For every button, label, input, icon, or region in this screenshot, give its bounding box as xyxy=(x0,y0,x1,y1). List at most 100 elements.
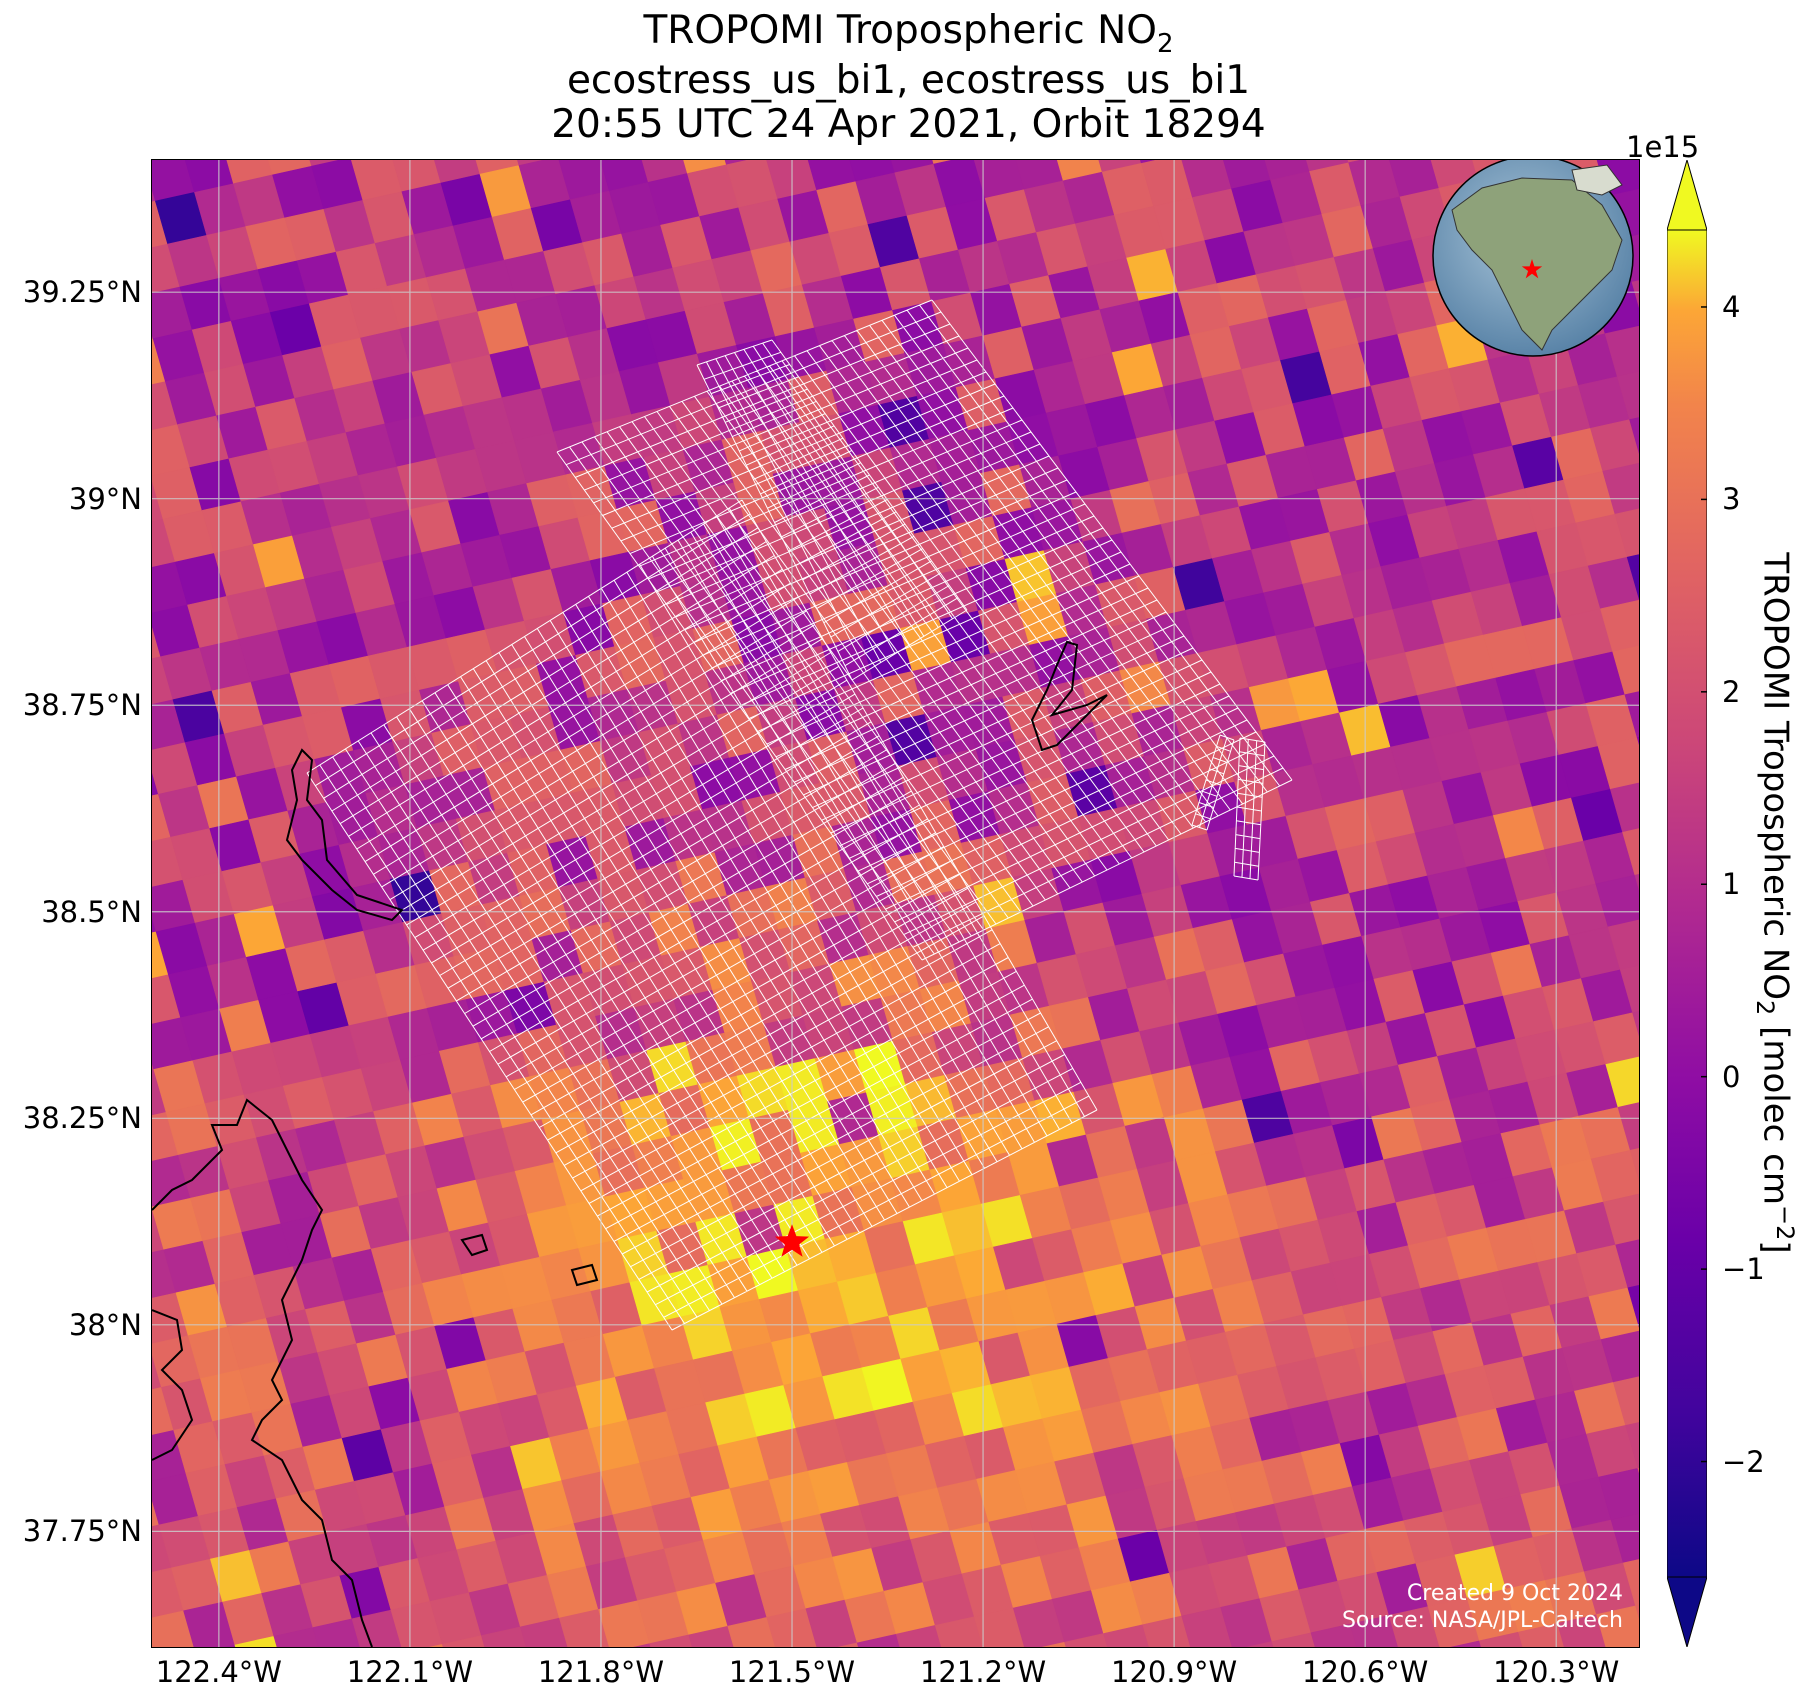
tropomi-pixel xyxy=(727,1617,776,1647)
colorbar-tick-label: 4 xyxy=(1722,289,1741,324)
longitude-tick-label: 120.3°W xyxy=(1493,1655,1620,1689)
site-marker xyxy=(774,1224,810,1257)
tropomi-pixel xyxy=(633,1643,651,1647)
tropomi-pixel xyxy=(973,1607,1025,1647)
tropomi-pixel xyxy=(559,1609,610,1647)
tropomi-pixel xyxy=(312,1618,361,1647)
graticule xyxy=(152,160,1639,1647)
tropomi-pixel xyxy=(1181,1606,1233,1647)
tropomi-pixel xyxy=(1629,1148,1639,1182)
longitude-tick-label: 122.4°W xyxy=(155,1655,282,1689)
coastline xyxy=(152,640,1108,1647)
tropomi-pixel xyxy=(1622,828,1639,876)
tropomi-pixel xyxy=(1349,1614,1399,1647)
tropomi-pixel xyxy=(934,1616,984,1647)
footprint-scene-1 xyxy=(306,499,1098,1331)
tropomi-pixel xyxy=(1593,1012,1639,1065)
tropomi-pixel xyxy=(1605,1056,1639,1108)
tropomi-pixel xyxy=(441,1635,485,1647)
tropomi-pixel xyxy=(428,1643,444,1647)
latitude-tick-label: 37.75°N xyxy=(22,1514,142,1549)
colorbar-extend-bottom xyxy=(1667,1576,1707,1647)
tropomi-pixel xyxy=(1064,1633,1108,1647)
tropomi-pixel xyxy=(1610,782,1639,833)
colorbar-extend-top xyxy=(1667,160,1707,231)
tropomi-pixel xyxy=(1603,1193,1639,1246)
tropomi-pixel xyxy=(1271,1632,1316,1647)
tropomi-pixel xyxy=(1590,1149,1639,1203)
tropomi-pixel xyxy=(1634,873,1639,891)
ecostress-footprint-grid xyxy=(306,299,1293,1331)
tropomi-pixel xyxy=(856,1633,901,1647)
tropomi-pixel xyxy=(1613,1376,1639,1426)
tropomi-pixel xyxy=(1598,1467,1639,1521)
latitude-tick-label: 38.25°N xyxy=(22,1101,142,1136)
tropomi-pixel xyxy=(1614,508,1639,558)
colorbar-tick-marks xyxy=(1701,306,1707,1463)
footprint-scene-5 xyxy=(1233,737,1266,881)
created-date: Created 9 Oct 2024 xyxy=(1406,1581,1623,1606)
tropomi-pixel xyxy=(1450,1640,1482,1647)
tropomi-pixel xyxy=(1602,462,1639,515)
tropomi-pixel xyxy=(1624,691,1639,738)
tropomi-pixel xyxy=(351,1609,402,1647)
tropomi-pixel xyxy=(224,1644,236,1647)
tropomi-pixel xyxy=(1631,280,1639,309)
longitude-tick-label: 122.1°W xyxy=(346,1655,474,1689)
colorbar-tick-label: −1 xyxy=(1722,1252,1765,1287)
tropomi-pixel xyxy=(1557,1614,1607,1647)
tropomi-pixel xyxy=(649,1634,693,1647)
tropomi-pixel xyxy=(1635,1604,1639,1619)
tropomi-pixel xyxy=(1626,554,1639,600)
source-attribution: Source: NASA/JPL-Caltech xyxy=(1341,1608,1623,1633)
tropomi-pixel xyxy=(520,1617,568,1647)
tropomi-pixel xyxy=(1612,645,1639,696)
tropomi-pixel xyxy=(152,1610,195,1647)
north-america-landmass xyxy=(1451,177,1623,351)
colorbar-tick-label: −2 xyxy=(1722,1444,1765,1479)
footprint-scene-2 xyxy=(556,299,1293,961)
tropomi-pixel xyxy=(1600,599,1639,653)
map-panel[interactable] xyxy=(151,159,1640,1648)
tropomi-pixel xyxy=(1245,1641,1274,1647)
tropomi-pixel xyxy=(1142,1615,1191,1647)
tropomi-pixel xyxy=(1103,1624,1150,1647)
star-icon[interactable] xyxy=(774,1224,810,1257)
tropomi-pixel xyxy=(688,1625,735,1647)
longitude-tick-label: 121.8°W xyxy=(537,1655,665,1689)
tropomi-pixel xyxy=(1622,1559,1639,1607)
tropomi-pixel xyxy=(1595,874,1639,928)
globe-icon xyxy=(1432,160,1634,357)
latitude-tick-label: 38°N xyxy=(68,1307,142,1342)
longitude-tick-label: 121.2°W xyxy=(919,1655,1047,1689)
colorbar-label: TROPOMI Tropospheric NO2 [molec cm−2] xyxy=(1750,552,1800,1254)
inset-star xyxy=(1521,259,1543,279)
tropomi-pixel xyxy=(1619,965,1639,1014)
tropomi-pixel xyxy=(1610,1513,1639,1564)
latitude-tick-label: 39°N xyxy=(68,481,142,516)
colorbar-tick-label: 2 xyxy=(1722,674,1741,709)
tropomi-pixel xyxy=(1636,736,1639,746)
tropomi-pixel xyxy=(1600,1330,1639,1383)
map-subtitle-time: 20:55 UTC 24 Apr 2021, Orbit 18294 xyxy=(551,102,1266,147)
tropomi-pixel xyxy=(1388,1606,1440,1647)
longitude-tick-label: 121.5°W xyxy=(728,1655,856,1689)
tropomi-pixel xyxy=(1310,1623,1357,1647)
colorbar xyxy=(1667,160,1707,1647)
tropomi-pixel xyxy=(1617,1102,1639,1151)
tropomi-pixel xyxy=(1627,1285,1639,1328)
tropomi-pixel xyxy=(837,1642,859,1647)
coastline-bay xyxy=(152,1098,373,1647)
tropomi-pixel xyxy=(1604,325,1639,378)
tropomi-pixel xyxy=(1596,1605,1639,1647)
tropomi-pixel xyxy=(1518,1622,1565,1647)
colorbar-tick-label: 3 xyxy=(1722,482,1741,517)
tropomi-pixel xyxy=(1587,556,1639,610)
no2-map[interactable] xyxy=(152,160,1639,1647)
footprint-scene-4 xyxy=(1191,734,1235,831)
map-subtitle-sites: ecostress_us_bi1, ecostress_us_bi1 xyxy=(566,58,1251,103)
tropomi-pixel xyxy=(1597,737,1639,790)
tropomi-pixel xyxy=(1629,417,1639,454)
colorbar-tick-label: 1 xyxy=(1722,867,1741,902)
latitude-tick-label: 39.25°N xyxy=(22,275,142,310)
